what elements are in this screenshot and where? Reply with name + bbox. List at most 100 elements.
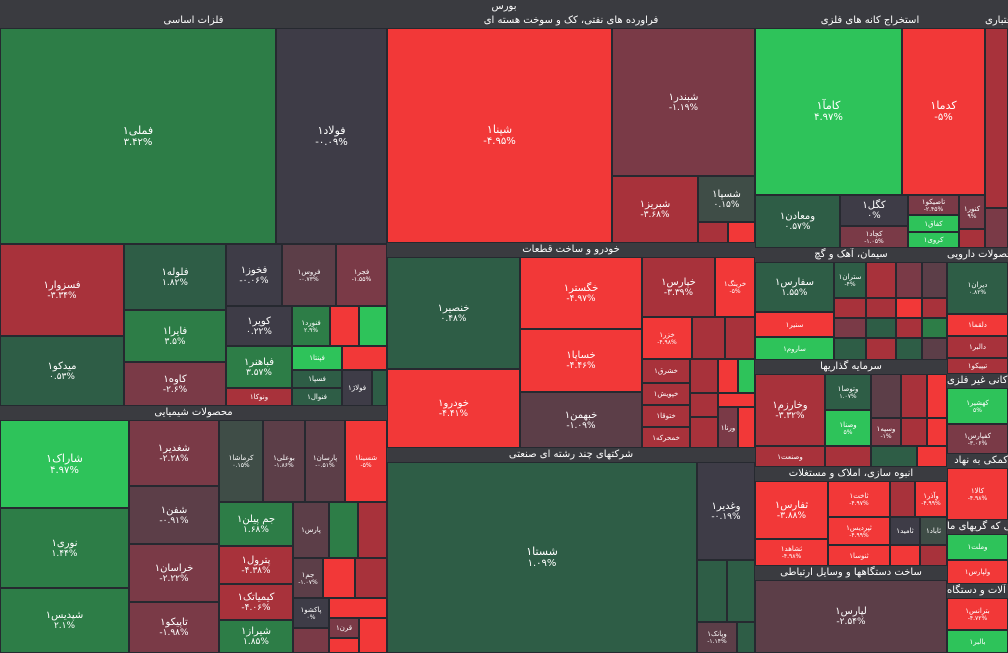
tile[interactable] — [959, 229, 985, 248]
tile[interactable] — [890, 481, 915, 517]
tile[interactable] — [927, 418, 947, 446]
tile[interactable]: تاصیکو۱ -۲.۴۵% — [908, 195, 959, 215]
tile[interactable]: کفاق۱ — [908, 215, 959, 232]
tile[interactable] — [359, 306, 387, 346]
tile[interactable]: بترانس۱ -۴.۷۲% — [947, 598, 1008, 630]
tile[interactable]: فلوله۱ ۱.۸۲% — [124, 244, 226, 310]
tile[interactable]: شفن۱ -۰.۹۱% — [129, 486, 219, 544]
tile[interactable] — [922, 318, 947, 338]
tile[interactable]: کهشیر۱ ۵% — [947, 388, 1008, 424]
tile[interactable] — [690, 417, 718, 448]
tile[interactable]: فولاژ۱ — [342, 370, 372, 406]
tile[interactable]: دالبر۱ — [947, 336, 1008, 358]
tile[interactable] — [727, 560, 755, 622]
tile[interactable]: ثامید۱ — [890, 517, 920, 545]
tile[interactable]: کالا۱ -۴.۹۸% — [947, 468, 1008, 520]
tile[interactable] — [901, 418, 927, 446]
tile[interactable]: شیراز۱ ۱.۸۵% — [219, 620, 293, 653]
tile[interactable]: وخارزم۱ -۳.۳۲% — [755, 374, 825, 446]
tile[interactable] — [922, 298, 947, 318]
tile[interactable]: خساپا۱ -۴.۴۶% — [520, 329, 642, 392]
tile[interactable]: شاراک۱ ۴.۹۷% — [0, 420, 129, 508]
tile[interactable]: خشرق۱ — [642, 359, 690, 383]
tile[interactable] — [871, 374, 901, 418]
tile[interactable]: وغدیر۱ -۰.۱۹% — [697, 462, 755, 560]
tile[interactable]: جم۱ -۱.۰۷% — [293, 558, 323, 598]
tile[interactable]: خپارس۱ -۳.۳۹% — [642, 257, 715, 317]
tile[interactable] — [330, 306, 359, 346]
tile[interactable]: خمحرکه۱ — [642, 427, 690, 448]
tile[interactable]: خزر۱ -۴.۹۸% — [642, 317, 692, 359]
tile[interactable]: خراسان۱ -۲.۲۲% — [129, 544, 219, 602]
tile[interactable]: خگستر۱ -۴.۹۷% — [520, 257, 642, 329]
tile[interactable]: بوعلی۱ -۱.۸۶% — [263, 420, 305, 502]
tile[interactable]: لپارس۱ -۲.۵۴% — [755, 580, 947, 653]
tile[interactable] — [922, 262, 947, 298]
tile[interactable]: شستا۱ ۱.۰۹% — [387, 462, 697, 653]
tile[interactable]: خنصیر۱ ۰.۴۸% — [387, 257, 520, 369]
tile[interactable] — [834, 338, 866, 360]
tile[interactable]: کامآ۱ ۴.۹۷% — [755, 28, 902, 195]
tile[interactable] — [690, 359, 718, 393]
tile[interactable]: فسپا۱ — [292, 370, 342, 388]
tile[interactable] — [896, 338, 922, 360]
tile[interactable]: شپنا۱ -۴.۹۵% — [387, 28, 612, 243]
tile[interactable]: پارسان۱ -۰.۵۱% — [305, 420, 345, 502]
tile[interactable]: سفارس۱ ۱.۵۵% — [755, 262, 834, 312]
tile[interactable] — [871, 446, 917, 467]
tile[interactable]: شبریز۱ -۳.۶۸% — [612, 176, 698, 243]
tile[interactable]: قرن۱ — [329, 618, 359, 638]
tile[interactable]: بالبر۱ — [947, 630, 1008, 653]
tile[interactable]: ومعادن۱ ۰.۵۷% — [755, 195, 840, 248]
tile[interactable]: وآذر۱ -۴.۹۹% — [915, 481, 947, 517]
tile[interactable] — [825, 446, 871, 467]
tile[interactable]: دلقما۱ — [947, 314, 1008, 336]
tile[interactable]: خرینگ۱ -۵% — [715, 257, 755, 317]
tile[interactable] — [718, 359, 738, 393]
tile[interactable] — [927, 374, 947, 418]
tile[interactable] — [329, 638, 359, 653]
tile[interactable]: وتوصا۱ ۱.۰۷% — [825, 374, 871, 410]
tile[interactable] — [896, 262, 922, 298]
tile[interactable]: ثشاهد۱ -۴.۹۸% — [755, 539, 828, 566]
tile[interactable] — [697, 560, 727, 622]
tile[interactable]: فنوال۱ — [292, 388, 342, 406]
tile[interactable]: تاپیکو۱ -۱.۹۸% — [129, 602, 219, 653]
tile[interactable]: ثنوسا۱ — [828, 545, 890, 566]
tile[interactable]: کروی۱ — [908, 232, 959, 248]
tile[interactable] — [866, 262, 896, 298]
tile[interactable]: فایرا۱ ۳.۵% — [124, 310, 226, 362]
tile[interactable]: ستران۱ -۴% — [834, 262, 866, 298]
tile[interactable]: پاکشو۱ ۰% — [293, 598, 329, 628]
tile[interactable]: ونوکا۱ — [226, 388, 292, 406]
tile[interactable] — [329, 598, 387, 618]
tile[interactable]: فملی۱ ۳.۴۲% — [0, 28, 276, 244]
tile[interactable] — [725, 317, 755, 359]
tile[interactable]: ثپردیس۱ -۴.۹۹% — [828, 517, 890, 545]
tile[interactable] — [718, 393, 755, 407]
tile[interactable]: ساروم۱ — [755, 337, 834, 360]
tile[interactable]: جم پیلن۱ ۱.۶۸% — [219, 502, 293, 546]
tile[interactable] — [985, 28, 1008, 208]
tile[interactable] — [920, 545, 947, 566]
tile[interactable]: فپنتا۱ — [292, 346, 342, 370]
tile[interactable]: فنورد۱ ۲.۹% — [292, 306, 330, 346]
tile[interactable]: وصنعت۱ — [755, 446, 825, 467]
tile[interactable]: شپدیس۱ ۲.۱% — [0, 588, 129, 653]
tile[interactable]: پارس۱ — [293, 502, 329, 558]
tile[interactable] — [698, 222, 728, 243]
tile[interactable]: شغدیر۱ -۲.۲۸% — [129, 420, 219, 486]
tile[interactable]: کویر۱ ۰.۲۲% — [226, 306, 292, 346]
tile[interactable]: کیمیاتک۱ -۴.۰۶% — [219, 584, 293, 620]
tile[interactable]: کگل۱ ۰% — [840, 195, 908, 226]
tile[interactable]: کچاد۱ -۱.۰۵% — [840, 226, 908, 248]
tile[interactable] — [917, 446, 947, 467]
tile[interactable]: کفپارس۱ -۳.۰۶% — [947, 424, 1008, 454]
tile[interactable]: سنیر۱ — [755, 312, 834, 337]
tile[interactable] — [890, 545, 920, 566]
tile[interactable]: شبندر۱ -۱.۱۹% — [612, 28, 755, 176]
tile[interactable] — [690, 393, 718, 417]
tile[interactable]: ولپارس۱ — [947, 560, 1008, 584]
tile[interactable] — [896, 318, 922, 338]
tile[interactable]: ثاخت۱ -۴.۹۷% — [828, 481, 890, 517]
